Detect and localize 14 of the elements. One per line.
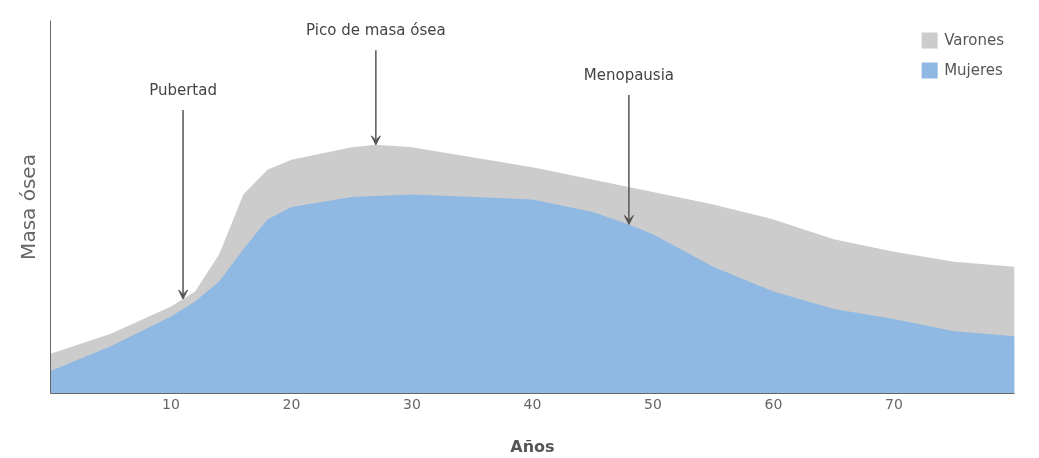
y-axis-title: Masa ósea [15, 154, 40, 260]
x-tick-label: 30 [403, 395, 421, 412]
annotation: Pico de masa ósea [306, 21, 446, 40]
x-tick-label: 20 [282, 395, 301, 412]
legend-label: Mujeres [944, 61, 1003, 79]
x-axis-title: Años [510, 436, 555, 456]
annotation: Menopausia [583, 66, 675, 85]
x-tick-label: 70 [885, 395, 903, 412]
annotation: Pubertad [149, 81, 217, 100]
legend-label: Varones [944, 31, 1004, 49]
x-tick-label: 40 [523, 395, 542, 412]
x-tick-label: 60 [764, 395, 783, 412]
x-tick-label: 10 [162, 395, 180, 412]
x-tick-label: 50 [644, 395, 662, 412]
